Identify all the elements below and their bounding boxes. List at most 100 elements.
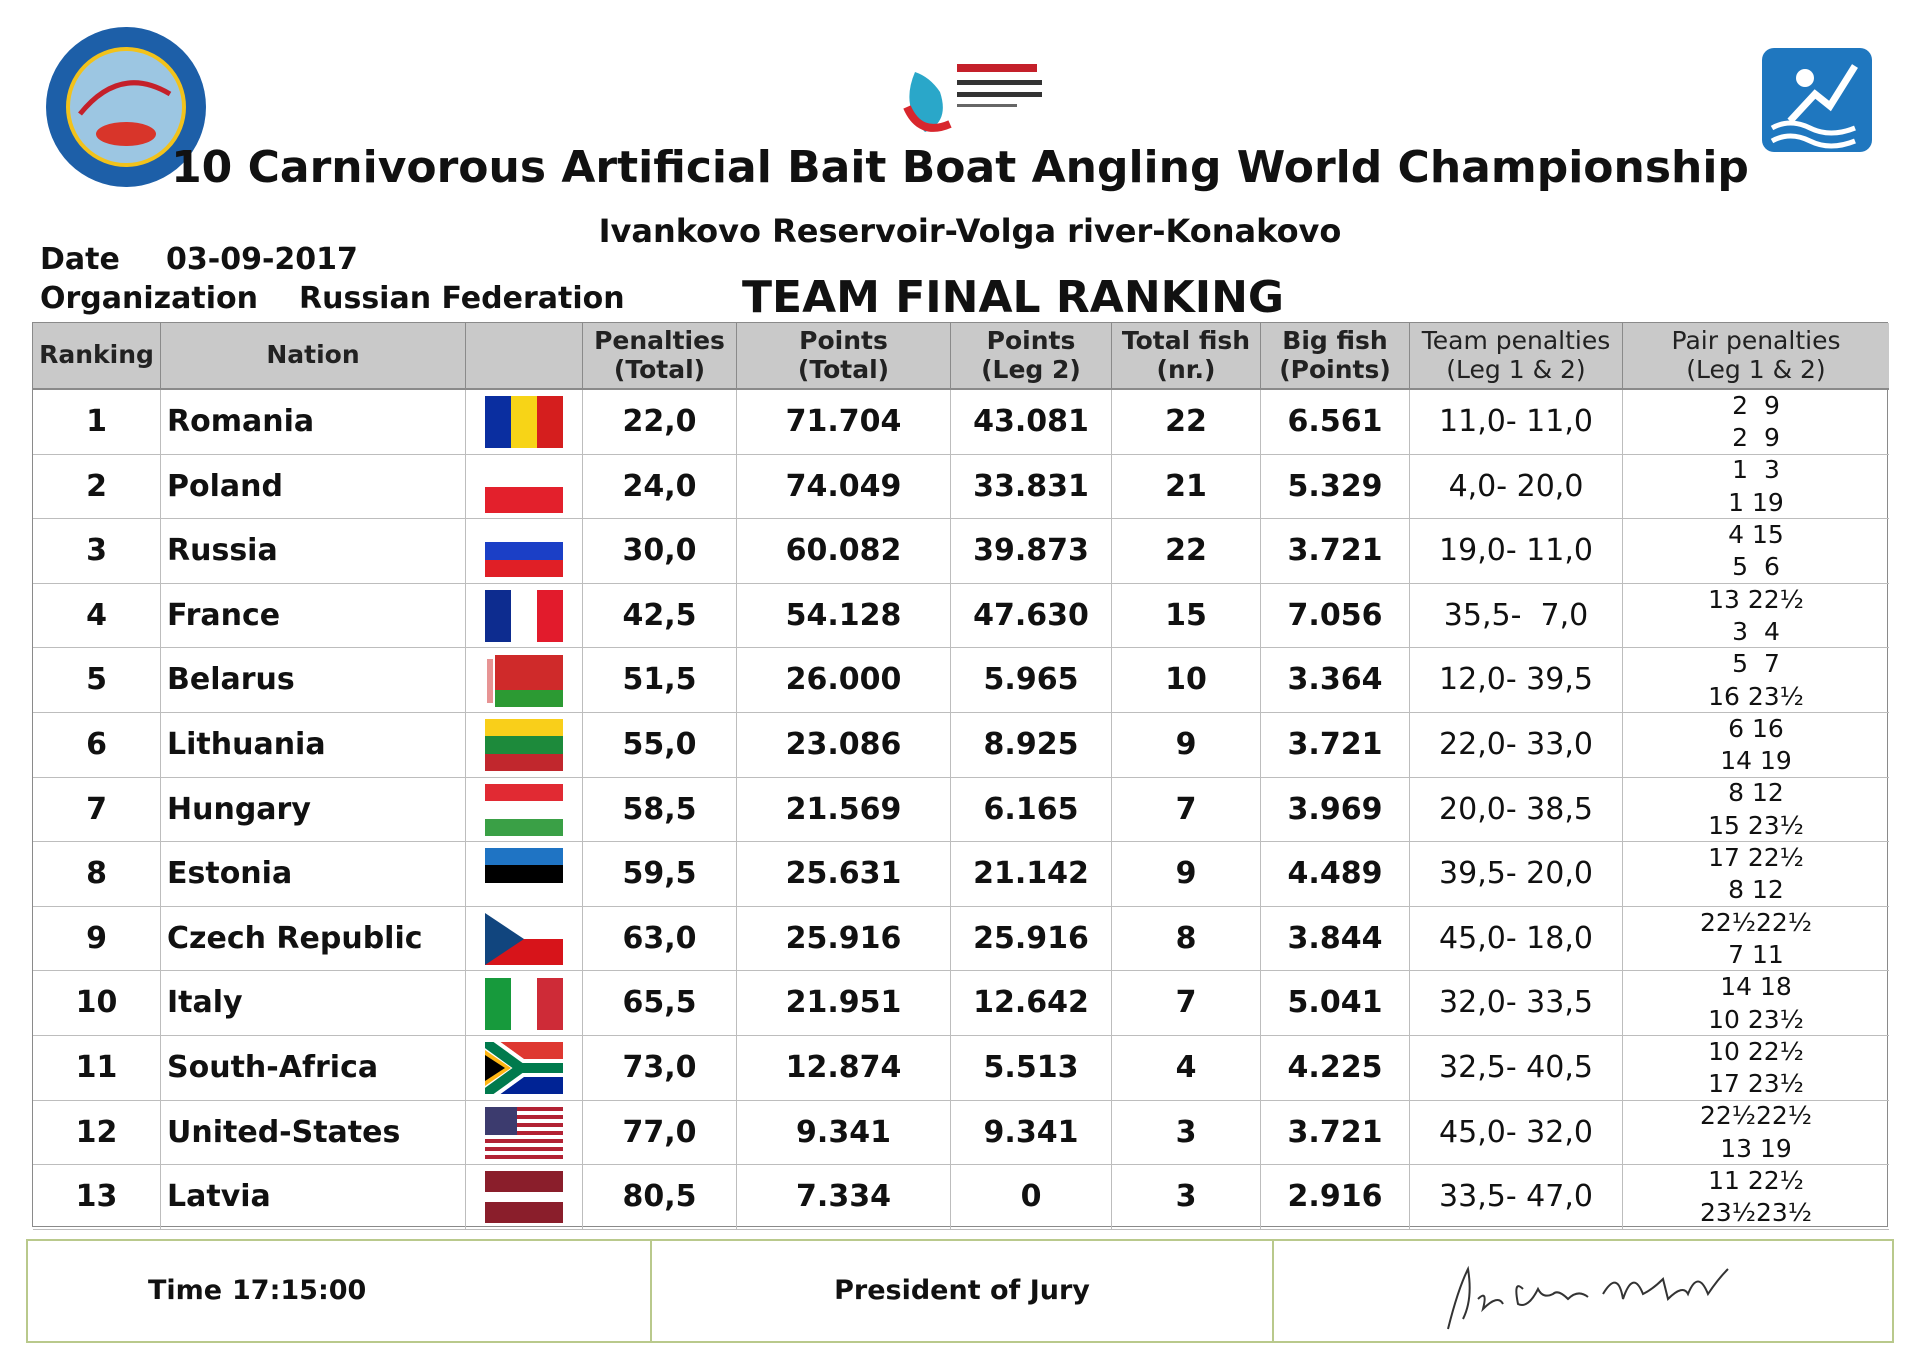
team-penalties: 20,0- 38,5 xyxy=(1410,777,1623,843)
pair-penalty: 6 16 xyxy=(1728,713,1784,743)
nation: Belarus xyxy=(161,648,466,713)
nation: Hungary xyxy=(161,777,466,843)
points-leg2: 12.642 xyxy=(951,971,1112,1036)
points-leg2: 9.341 xyxy=(951,1100,1112,1166)
row-border xyxy=(33,647,1889,649)
nation: Estonia xyxy=(161,842,466,907)
points-leg2: 43.081 xyxy=(951,390,1112,455)
big-fish: 3.721 xyxy=(1261,519,1410,584)
time-label: Time xyxy=(148,1275,223,1306)
total-fish: 15 xyxy=(1112,583,1261,649)
row-border xyxy=(33,905,1889,907)
championship-logo xyxy=(903,64,1042,132)
flag-cell xyxy=(466,1036,583,1101)
nation: Czech Republic xyxy=(161,906,466,972)
header-text: (Leg 1 & 2) xyxy=(1446,354,1586,384)
big-fish: 3.844 xyxy=(1261,906,1410,972)
pair-penalty: 5 6 xyxy=(1732,552,1780,582)
pair-penalty: 3 4 xyxy=(1732,617,1780,647)
total-fish: 3 xyxy=(1112,1100,1261,1166)
row-border xyxy=(33,970,1889,972)
header-border xyxy=(33,388,1889,390)
team-penalties: 32,5- 40,5 xyxy=(1410,1036,1623,1101)
flag-cell xyxy=(466,1100,583,1166)
penalties-total: 51,5 xyxy=(583,648,737,713)
pair-penalty: 8 12 xyxy=(1728,778,1784,808)
pair-penalty: 22½22½ xyxy=(1699,1101,1813,1131)
pair-penalty: 23½23½ xyxy=(1699,1198,1813,1228)
subtitle: Ivankovo Reservoir-Volga river-Konakovo xyxy=(598,212,1342,250)
nation: Italy xyxy=(161,971,466,1036)
pair-penalty: 22½22½ xyxy=(1699,907,1813,937)
ranking: 10 xyxy=(33,971,161,1036)
ranking-table: Ranking Nation Penalties (Total) Points (Tota… xyxy=(32,322,1889,1230)
pair-penalty: 8 12 xyxy=(1728,875,1784,905)
points-total: 23.086 xyxy=(737,713,951,778)
signature xyxy=(1447,1265,1729,1330)
big-fish: 3.364 xyxy=(1261,648,1410,713)
points-total: 54.128 xyxy=(737,583,951,649)
points-leg2: 6.165 xyxy=(951,777,1112,843)
header-text: (Total) xyxy=(797,354,890,384)
header-text: Ranking xyxy=(39,340,154,370)
ranking: 11 xyxy=(33,1036,161,1101)
flag xyxy=(485,1171,563,1224)
row-border xyxy=(33,1164,1889,1166)
pair-penalties-cell: 6 16 14 19 xyxy=(1623,713,1889,778)
team-penalties: 39,5- 20,0 xyxy=(1410,842,1623,907)
penalties-total: 63,0 xyxy=(583,906,737,972)
points-total: 12.874 xyxy=(737,1036,951,1101)
team-penalties: 12,0- 39,5 xyxy=(1410,648,1623,713)
header-text: Points xyxy=(986,325,1076,355)
flag xyxy=(485,460,563,513)
total-fish: 22 xyxy=(1112,390,1261,455)
total-fish: 8 xyxy=(1112,906,1261,972)
big-fish: 3.721 xyxy=(1261,1100,1410,1166)
flag xyxy=(485,1106,563,1159)
total-fish: 7 xyxy=(1112,777,1261,843)
total-fish: 9 xyxy=(1112,842,1261,907)
pair-penalty: 7 11 xyxy=(1728,940,1784,970)
pair-penalty: 10 22½ xyxy=(1708,1036,1804,1066)
points-total: 71.704 xyxy=(737,390,951,455)
header-cell: Points (Leg 2) xyxy=(951,323,1112,388)
team-penalties: 11,0- 11,0 xyxy=(1410,390,1623,455)
footer-box: Time 17:15:00 President of Jury xyxy=(26,1239,1894,1343)
nation: Lithuania xyxy=(161,713,466,778)
points-total: 60.082 xyxy=(737,519,951,584)
penalties-total: 59,5 xyxy=(583,842,737,907)
points-total: 9.341 xyxy=(737,1100,951,1166)
ranking: 4 xyxy=(33,583,161,649)
pair-penalty: 17 23½ xyxy=(1708,1069,1804,1099)
pair-penalties-cell: 8 12 15 23½ xyxy=(1623,778,1889,843)
penalties-total: 30,0 xyxy=(583,519,737,584)
header-cell: Total fish (nr.) xyxy=(1112,323,1261,388)
points-total: 25.631 xyxy=(737,842,951,907)
ranking: 3 xyxy=(33,519,161,584)
flag-cell xyxy=(466,842,583,907)
flag xyxy=(485,783,563,836)
header-text: Points xyxy=(799,325,888,355)
header-text: (Total) xyxy=(613,354,706,384)
pair-penalties-cell: 17 22½ 8 12 xyxy=(1623,842,1889,907)
header-text: (Points) xyxy=(1279,354,1391,384)
title: 10 Carnivorous Artificial Bait Boat Angl… xyxy=(171,142,1749,193)
pair-penalty: 11 22½ xyxy=(1708,1165,1804,1195)
pair-penalty: 4 15 xyxy=(1728,519,1784,549)
flag-cell xyxy=(466,906,583,972)
team-penalties: 22,0- 33,0 xyxy=(1410,713,1623,778)
flag xyxy=(485,913,563,966)
team-penalties: 32,0- 33,5 xyxy=(1410,971,1623,1036)
header-text: (nr.) xyxy=(1156,354,1216,384)
header-cell: Ranking xyxy=(33,323,161,388)
team-penalties: 45,0- 32,0 xyxy=(1410,1100,1623,1166)
big-fish: 2.916 xyxy=(1261,1165,1410,1230)
pair-penalty: 14 18 xyxy=(1720,972,1792,1002)
ranking: 13 xyxy=(33,1165,161,1230)
date-label: Date xyxy=(40,242,120,277)
flag xyxy=(485,525,563,578)
row-border xyxy=(33,582,1889,584)
row-border xyxy=(33,518,1889,520)
pair-penalty: 13 19 xyxy=(1720,1133,1792,1163)
